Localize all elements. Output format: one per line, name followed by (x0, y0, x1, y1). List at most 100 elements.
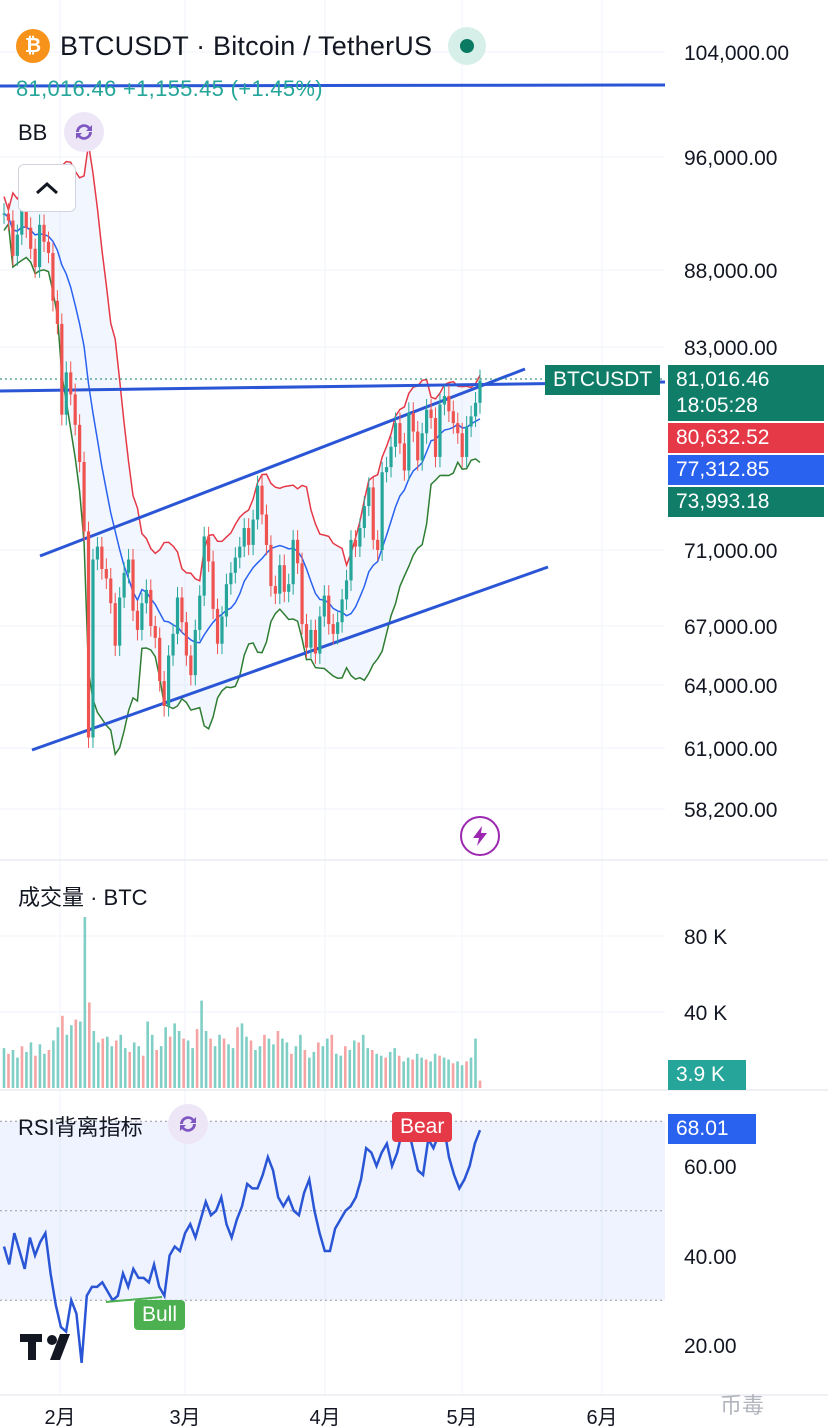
candle-body (55, 300, 59, 324)
trend-line (31, 565, 549, 752)
refresh-icon[interactable] (64, 112, 104, 152)
candle-body (465, 426, 469, 457)
volume-bar (137, 1046, 141, 1088)
volume-bar (61, 1015, 64, 1088)
volume-bar (254, 1050, 257, 1088)
bb-indicator-label[interactable]: BB (18, 120, 48, 145)
candle-body (291, 539, 295, 585)
time-tick-label: 2月 (44, 1407, 75, 1427)
volume-bar (245, 1036, 248, 1088)
bb-upper-tag: 80,632.52 (668, 423, 824, 453)
candle-body (478, 380, 482, 403)
candle-body (109, 578, 113, 604)
volume-bar (267, 1038, 271, 1088)
candle-body (46, 241, 51, 254)
candle-body (60, 323, 64, 415)
volume-indicator-label[interactable]: 成交量 · BTC (18, 885, 148, 910)
refresh-icon[interactable] (168, 1104, 208, 1144)
candle-body (287, 584, 291, 592)
candle-body (336, 622, 340, 634)
volume-bar (231, 1048, 235, 1088)
bb-lower-tag: 73,993.18 (668, 487, 824, 517)
candle-body (95, 546, 100, 560)
price-quote: 81,016.46 +1,155.45 (+1.45%) (16, 76, 323, 101)
volume-bar (317, 1042, 320, 1088)
candle-body (29, 227, 33, 249)
candle-body (215, 608, 220, 644)
candle-body (189, 655, 193, 676)
volume-bar (299, 1034, 302, 1088)
volume-bar (326, 1038, 329, 1088)
volume-bar (330, 1034, 334, 1088)
symbol-title[interactable]: BTCUSDT · Bitcoin / TetherUS (60, 30, 433, 61)
rsi-indicator-label[interactable]: RSI背离指标 (18, 1115, 143, 1140)
candle-body (202, 536, 206, 596)
candle-body (78, 424, 82, 463)
collapse-button[interactable] (18, 164, 76, 212)
bb-fill (4, 144, 480, 755)
volume-bar (384, 1057, 387, 1088)
volume-bar (123, 1048, 127, 1088)
volume-bar (478, 1080, 482, 1088)
rsi-pane: 60.00 40.00 20.00 (0, 1120, 737, 1364)
candle-body (6, 213, 11, 221)
candle-body (304, 624, 309, 648)
candle-body (384, 467, 389, 473)
price-tick-label: 96,000.00 (684, 147, 777, 170)
lightning-icon[interactable] (460, 816, 500, 856)
volume-bar (303, 1050, 307, 1088)
candle-body (313, 629, 318, 654)
candle-body (353, 539, 358, 547)
candle-body (118, 597, 122, 646)
bull-divergence-label: Bull (134, 1300, 186, 1330)
volume-bar (146, 1021, 149, 1088)
volume-bar (159, 1046, 163, 1088)
volume-bar (92, 1031, 96, 1088)
candle-body (340, 599, 344, 623)
candle-body (91, 559, 95, 738)
candle-body (327, 595, 331, 625)
candle-body (184, 622, 188, 656)
candle-body (269, 544, 273, 587)
volume-tick-label: 80 K (684, 926, 727, 949)
symbol-header[interactable]: ₿ BTCUSDT · Bitcoin / TetherUS (16, 27, 487, 65)
candle-body (362, 506, 366, 529)
volume-bar (204, 1031, 208, 1088)
volume-bar (182, 1038, 185, 1088)
chevron-up-icon (35, 181, 59, 195)
candle-body (113, 603, 117, 646)
candle-body (82, 462, 86, 532)
candle-body (135, 610, 140, 630)
volume-bar (132, 1042, 136, 1088)
volume-bar (474, 1038, 477, 1088)
candle-body (51, 253, 55, 301)
volume-bar (263, 1034, 266, 1088)
volume-bar (128, 1051, 132, 1088)
volume-bar (339, 1055, 343, 1088)
candle-body (251, 519, 255, 545)
candle-body (331, 624, 335, 634)
candle-body (64, 372, 68, 415)
volume-bar (218, 1034, 221, 1088)
volume-bar (150, 1034, 154, 1088)
watermark-text: 币毒 (720, 1388, 764, 1420)
candle-countdown: 18:05:28 (676, 394, 758, 417)
volume-bar (56, 1027, 60, 1088)
volume-bar (227, 1044, 230, 1088)
candle-body (398, 423, 402, 444)
volume-bar (195, 1029, 199, 1088)
volume-bar (191, 1048, 194, 1088)
volume-bar (411, 1059, 414, 1088)
candle-body (344, 580, 349, 600)
bb-lower-line (3, 222, 481, 757)
candle-body (278, 565, 282, 594)
volume-bar (200, 1000, 203, 1088)
candle-body (393, 423, 398, 447)
candle-body (15, 234, 19, 256)
watermark-label: 币毒 (720, 1393, 765, 1418)
volume-bar (110, 1046, 114, 1088)
candle-body (233, 557, 237, 573)
candle-body (309, 629, 313, 648)
candle-body (24, 210, 28, 228)
